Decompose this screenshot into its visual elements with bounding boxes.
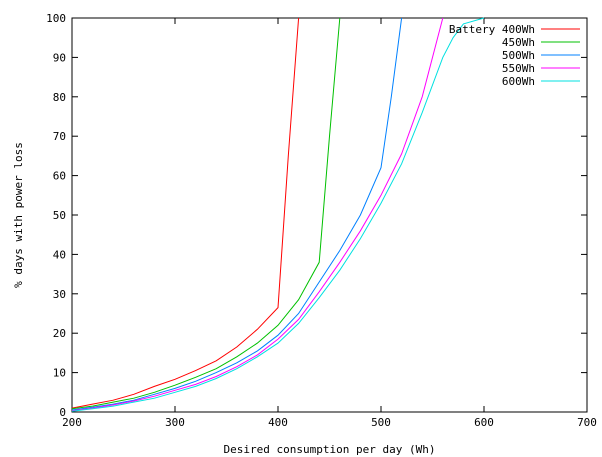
y-tick-label: 100: [46, 12, 66, 25]
y-tick-label: 60: [53, 170, 66, 183]
series-line-450Wh: [71, 17, 341, 410]
x-tick-label: 200: [62, 416, 82, 429]
axis-ticks: 200 300 400 500 600 700 0 10 20 30 40 50 60 70 80 90 100: [46, 12, 597, 429]
legend-label-500Wh: 500Wh: [502, 49, 535, 62]
y-tick-label: 20: [53, 327, 66, 340]
series-line-400Wh: [71, 17, 300, 409]
y-tick-label: 10: [53, 367, 66, 380]
y-tick-label: 70: [53, 130, 66, 143]
legend-label-400Wh: Battery 400Wh: [449, 23, 535, 36]
series-line-600Wh: [71, 17, 485, 412]
y-tick-label: 30: [53, 288, 66, 301]
x-axis-title: Desired consumption per day (Wh): [224, 443, 436, 456]
y-tick-label: 50: [53, 209, 66, 222]
series-line-550Wh: [71, 17, 444, 412]
x-tick-label: 700: [577, 416, 597, 429]
series-lines: [71, 17, 485, 412]
y-tick-label: 40: [53, 248, 66, 261]
x-tick-label: 600: [474, 416, 494, 429]
legend-label-450Wh: 450Wh: [502, 36, 535, 49]
legend-label-600Wh: 600Wh: [502, 75, 535, 88]
x-tick-label: 300: [165, 416, 185, 429]
y-tick-label: 0: [59, 406, 66, 419]
series-line-500Wh: [71, 17, 403, 411]
x-tick-label: 400: [268, 416, 288, 429]
y-tick-label: 80: [53, 91, 66, 104]
x-tick-label: 500: [371, 416, 391, 429]
y-axis-title: % days with power loss: [12, 142, 25, 288]
legend-label-550Wh: 550Wh: [502, 62, 535, 75]
y-tick-label: 90: [53, 51, 66, 64]
